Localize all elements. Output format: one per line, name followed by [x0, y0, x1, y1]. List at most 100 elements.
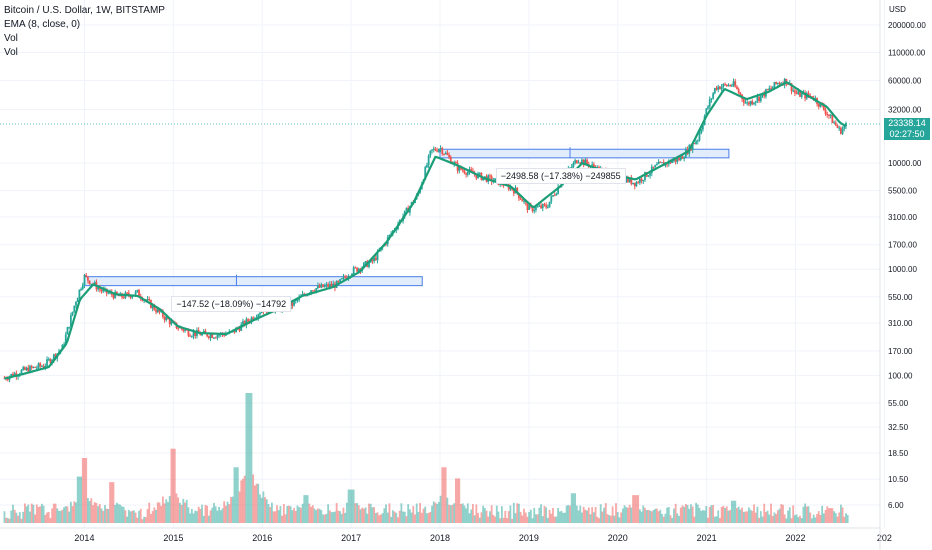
candle-body-24 [44, 365, 47, 368]
candle-body-180 [310, 290, 312, 293]
volume-bar-186 [320, 510, 323, 523]
indicator-ema-label[interactable]: EMA (8, close, 0) [4, 19, 81, 30]
candle-body-38 [68, 326, 71, 328]
volume-bar-256 [439, 495, 442, 523]
volume-bar-297 [509, 505, 512, 523]
volume-bar-374 [640, 511, 643, 523]
volume-bar-422 [722, 505, 725, 523]
candle-body-12 [23, 367, 26, 370]
volume-bar-113 [196, 511, 198, 523]
price-range-box-1[interactable] [439, 148, 730, 159]
volume-bar-121 [209, 510, 212, 523]
candle-body-314 [538, 205, 541, 207]
volume-bar-365 [625, 507, 628, 523]
candle-body-472 [807, 93, 810, 96]
volume-bar-128 [221, 508, 224, 523]
volume-bar-42 [75, 502, 77, 523]
volume-bar-70 [122, 506, 125, 523]
volume-bar-427 [730, 500, 733, 523]
candle-body-282 [483, 176, 486, 178]
volume-bar-181 [311, 505, 314, 523]
volume-bar-273 [468, 513, 471, 523]
volume-bar-460 [787, 510, 789, 523]
volume-bar-277 [475, 504, 478, 523]
volume-bar-341 [584, 509, 587, 523]
candle-body-392 [671, 161, 674, 164]
candle-body-470 [804, 92, 807, 99]
candle-body-272 [466, 171, 469, 175]
volume-bar-485 [829, 508, 832, 523]
candle-body-417 [713, 88, 716, 94]
drawn-rectangles[interactable] [83, 147, 730, 287]
price-tick-label-5: 5500.00 [888, 187, 917, 196]
candle-body-396 [678, 158, 680, 161]
candle-body-29 [52, 354, 55, 360]
volume-bar-149 [257, 483, 260, 523]
candle-body-285 [489, 175, 491, 177]
volume-bar-274 [470, 509, 473, 523]
candle-body-468 [800, 93, 803, 97]
volume-bar-176 [303, 495, 306, 523]
volume-bar-247 [424, 506, 427, 523]
candle-body-491 [839, 127, 842, 134]
indicator-vol-label-2[interactable]: Vol [4, 47, 18, 58]
volume-bar-492 [841, 507, 844, 523]
candle-body-438 [749, 101, 752, 105]
volume-bar-93 [161, 496, 164, 523]
price-tick-label-14: 32.50 [888, 423, 909, 432]
volume-bar-466 [797, 517, 800, 523]
volume-bar-268 [460, 504, 462, 523]
candle-body-478 [817, 103, 820, 107]
time-tick-label-6: 2020 [608, 533, 628, 543]
candle-body-47 [83, 275, 86, 285]
candle-body-419 [717, 86, 720, 90]
candle-body-252 [432, 148, 435, 150]
candle-body-367 [628, 177, 631, 182]
volume-bar-331 [567, 504, 570, 523]
volume-bar-231 [397, 517, 399, 523]
indicator-vol-label[interactable]: Vol [4, 33, 18, 44]
volume-bar-342 [586, 510, 588, 523]
candle-body-188 [323, 285, 326, 288]
volume-bar-35 [63, 507, 65, 523]
candle-body-303 [519, 198, 522, 200]
candle-body-45 [80, 288, 83, 290]
volume-bar-15 [29, 511, 31, 523]
volume-bar-82 [143, 516, 146, 523]
volume-bar-209 [359, 509, 362, 523]
time-tick-label-9: 202 [877, 533, 892, 543]
volume-bar-127 [219, 510, 222, 523]
volume-bar-185 [318, 508, 321, 523]
volume-bar-417 [713, 516, 716, 523]
volume-bar-225 [386, 512, 389, 523]
candle-body-423 [724, 83, 726, 85]
volume-bar-205 [352, 489, 355, 523]
candle-body-19 [35, 367, 38, 369]
volume-bar-371 [635, 495, 638, 523]
volume-bar-74 [129, 511, 132, 523]
volume-bar-52 [92, 505, 94, 523]
volume-bar-229 [393, 511, 396, 523]
volume-bar-190 [327, 504, 330, 523]
candle-body-418 [715, 88, 718, 90]
volume-bar-102 [177, 497, 180, 523]
candle-body-214 [368, 262, 370, 268]
volume-bar-261 [448, 504, 450, 523]
time-tick-label-2: 2016 [252, 533, 272, 543]
volume-bar-155 [267, 504, 270, 523]
candle-body-376 [644, 172, 646, 181]
price-range-box-0[interactable] [83, 276, 423, 287]
candle-body-422 [722, 83, 725, 87]
candle-body-286 [490, 176, 493, 182]
candle-body-43 [76, 298, 79, 302]
candle-body-121 [209, 334, 212, 338]
volume-bar-428 [732, 500, 735, 523]
candle-body-494 [845, 123, 847, 127]
price-tick-label-12: 100.00 [888, 371, 913, 380]
candle-body-466 [797, 91, 800, 94]
volume-bar-8 [17, 515, 19, 523]
volume-bar-448 [766, 510, 769, 523]
volume-bar-158 [272, 511, 275, 523]
candle-body-479 [819, 103, 822, 107]
